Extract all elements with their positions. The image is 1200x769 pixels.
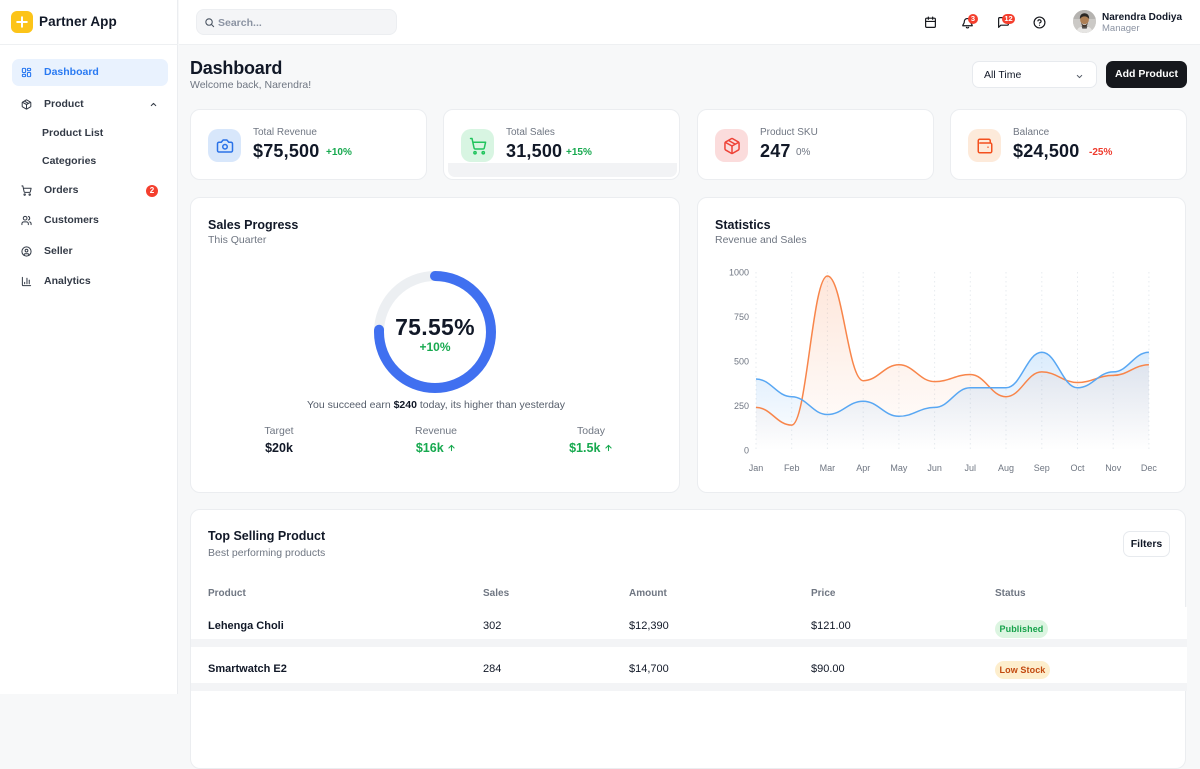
svg-text:Apr: Apr — [856, 463, 870, 473]
svg-text:0: 0 — [744, 446, 749, 456]
svg-text:Dec: Dec — [1141, 463, 1158, 473]
svg-text:Feb: Feb — [784, 463, 800, 473]
svg-text:750: 750 — [734, 312, 749, 322]
svg-text:Jul: Jul — [965, 463, 977, 473]
svg-text:1000: 1000 — [729, 268, 749, 278]
svg-text:250: 250 — [734, 401, 749, 411]
svg-text:Nov: Nov — [1105, 463, 1122, 473]
svg-text:May: May — [890, 463, 908, 473]
svg-text:500: 500 — [734, 357, 749, 367]
svg-text:Aug: Aug — [998, 463, 1014, 473]
svg-text:Jan: Jan — [749, 463, 764, 473]
svg-text:Sep: Sep — [1034, 463, 1050, 473]
svg-text:Oct: Oct — [1070, 463, 1085, 473]
svg-text:Mar: Mar — [820, 463, 836, 473]
svg-text:Jun: Jun — [927, 463, 942, 473]
